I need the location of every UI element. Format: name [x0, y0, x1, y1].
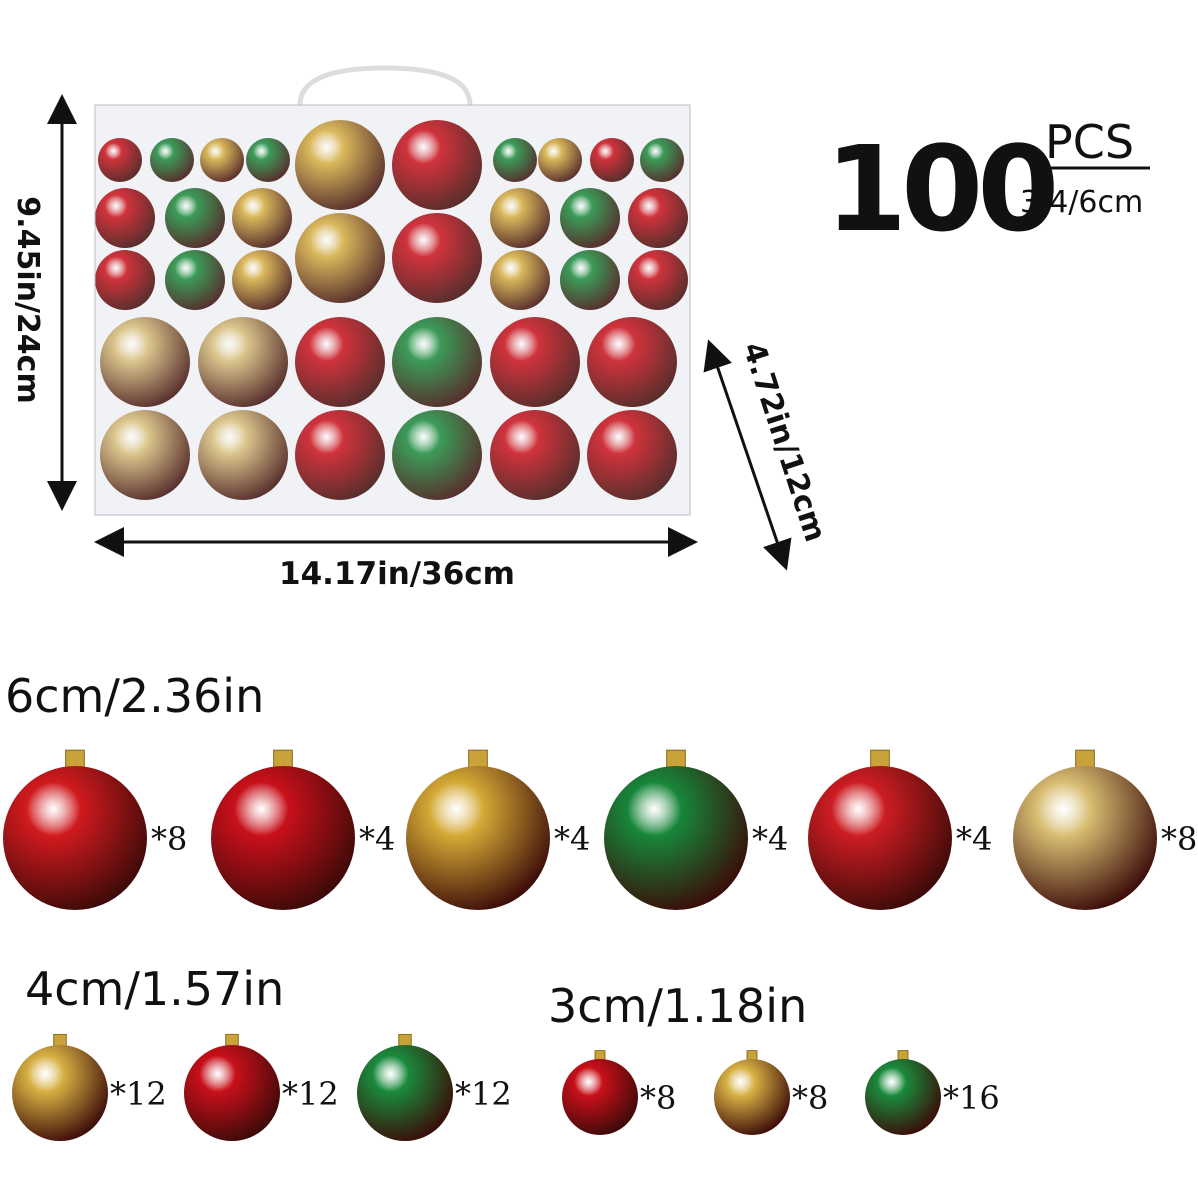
ornament-group: 4cm/1.57in *12 *12 *12	[12, 962, 512, 1141]
ornament	[12, 1045, 108, 1141]
ornament	[604, 766, 748, 910]
quantity: *12	[282, 1075, 339, 1113]
quantity: *8	[792, 1079, 828, 1117]
box-shine	[94, 104, 691, 516]
ornament	[232, 188, 292, 248]
ornament	[392, 317, 482, 407]
quantity: *8	[1161, 820, 1197, 858]
quantity: *4	[752, 820, 788, 858]
ornament	[392, 410, 482, 500]
ornament-group: 3cm/1.18in *8 *8 *16	[548, 979, 1000, 1135]
quantity: *4	[956, 820, 992, 858]
ornament	[200, 138, 244, 182]
ornament	[198, 410, 288, 500]
ornament	[100, 410, 190, 500]
ornament	[295, 213, 385, 303]
ornament	[628, 250, 688, 310]
ornament	[357, 1045, 453, 1141]
ornament	[562, 1059, 638, 1135]
box-handle	[297, 65, 473, 106]
ornament	[95, 188, 155, 248]
ornament	[490, 250, 550, 310]
ornament	[3, 766, 147, 910]
ornament	[184, 1045, 280, 1141]
count: 100	[825, 120, 1054, 258]
quantity: *8	[151, 820, 187, 858]
quantity: *12	[110, 1075, 167, 1113]
gift-box	[94, 65, 691, 516]
ornament	[493, 138, 537, 182]
ornament	[587, 317, 677, 407]
ornament	[490, 188, 550, 248]
ornament	[150, 138, 194, 182]
ornament	[640, 138, 684, 182]
ornament	[490, 317, 580, 407]
ornament	[295, 317, 385, 407]
ornament	[560, 250, 620, 310]
ornament	[490, 410, 580, 500]
ornament	[198, 317, 288, 407]
ornament	[295, 410, 385, 500]
ornament	[392, 213, 482, 303]
quantity: *4	[554, 820, 590, 858]
ornament	[1013, 766, 1157, 910]
group-label: 6cm/2.36in	[5, 669, 264, 723]
ornament	[714, 1059, 790, 1135]
ornament	[538, 138, 582, 182]
ornament	[95, 250, 155, 310]
ornament	[406, 766, 550, 910]
ornament	[98, 138, 142, 182]
ornament	[232, 250, 292, 310]
ornament	[211, 766, 355, 910]
depth-arrow	[703, 339, 792, 571]
ornament	[590, 138, 634, 182]
width-label: 14.17in/36cm	[279, 556, 515, 592]
ornament	[560, 188, 620, 248]
height-label: 9.45in/24cm	[10, 196, 45, 403]
ornament	[392, 120, 482, 210]
ornament-group: 6cm/2.36in *8 *4 *4 *4 *4 *8	[3, 669, 1197, 910]
ornament	[808, 766, 952, 910]
group-label: 4cm/1.57in	[25, 962, 284, 1016]
sizes: 3/4/6cm	[1020, 185, 1143, 220]
ornament	[587, 410, 677, 500]
ornament	[100, 317, 190, 407]
ornament	[165, 188, 225, 248]
ornament	[865, 1059, 941, 1135]
quantity: *16	[943, 1079, 1000, 1117]
group-label: 3cm/1.18in	[548, 979, 807, 1033]
ornament	[165, 250, 225, 310]
ornament	[246, 138, 290, 182]
ornament	[628, 188, 688, 248]
unit: PCS	[1045, 115, 1134, 169]
quantity: *12	[455, 1075, 512, 1113]
ornament	[295, 120, 385, 210]
quantity: *4	[359, 820, 395, 858]
quantity: *8	[640, 1079, 676, 1117]
